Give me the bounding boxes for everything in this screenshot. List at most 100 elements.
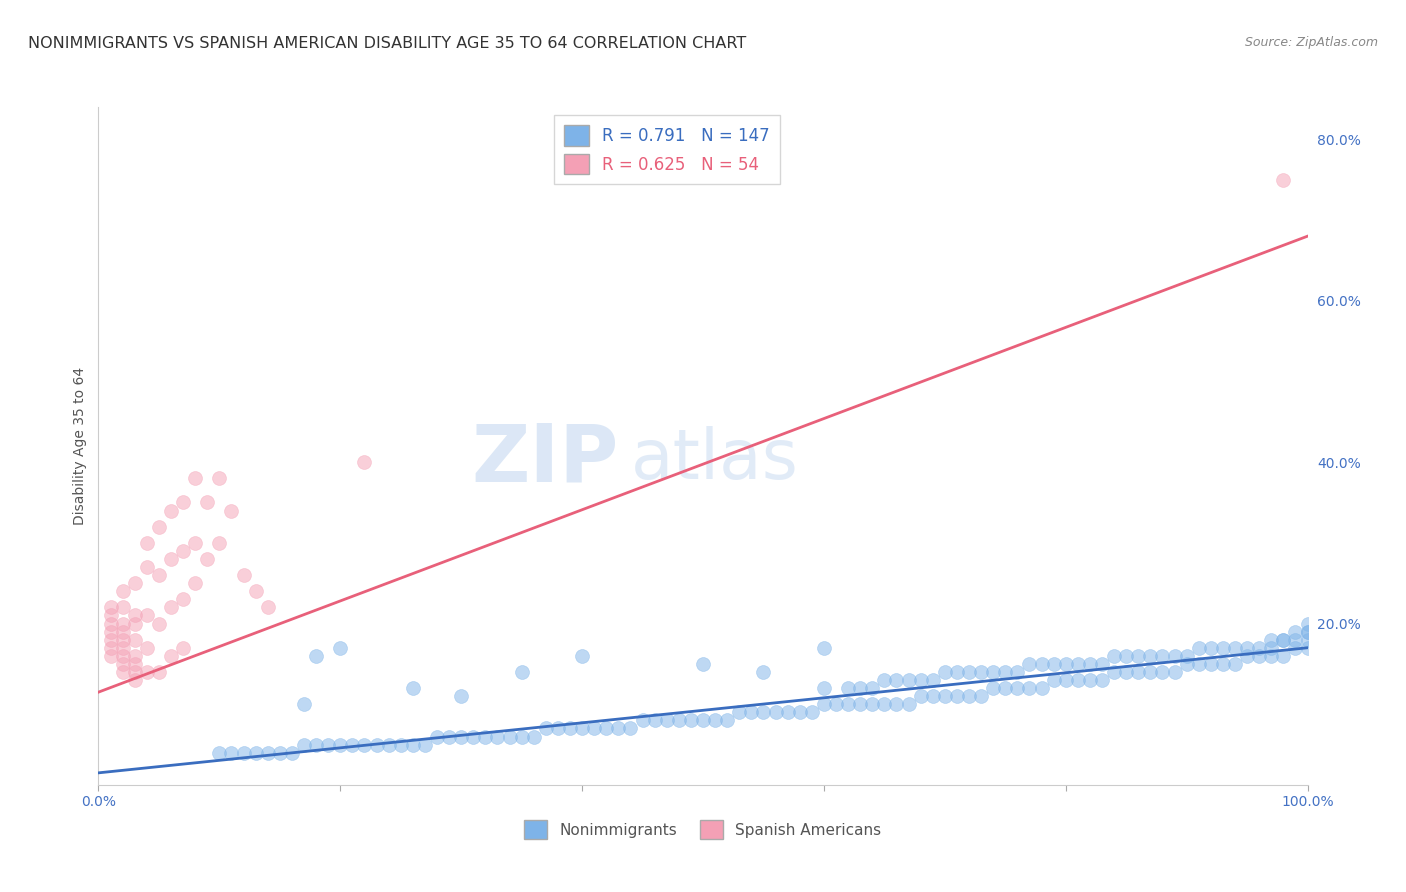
Point — [1091, 657, 1114, 671]
Point — [1260, 648, 1282, 663]
Point — [547, 722, 569, 736]
Point — [583, 722, 606, 736]
Point — [800, 706, 823, 720]
Point — [256, 746, 278, 760]
Point — [160, 503, 183, 517]
Point — [342, 738, 364, 752]
Point — [1128, 648, 1150, 663]
Point — [692, 714, 714, 728]
Point — [1296, 640, 1319, 655]
Text: Source: ZipAtlas.com: Source: ZipAtlas.com — [1244, 36, 1378, 49]
Point — [1175, 657, 1198, 671]
Text: ZIP: ZIP — [471, 420, 619, 499]
Point — [994, 665, 1017, 679]
Point — [1152, 648, 1174, 663]
Point — [886, 698, 908, 712]
Point — [100, 648, 122, 663]
Point — [111, 616, 134, 631]
Point — [1078, 673, 1101, 687]
Point — [897, 673, 920, 687]
Point — [135, 640, 157, 655]
Point — [111, 632, 134, 647]
Point — [837, 681, 859, 695]
Point — [1054, 657, 1077, 671]
Point — [946, 689, 969, 703]
Point — [305, 738, 328, 752]
Point — [1272, 648, 1295, 663]
Point — [148, 568, 170, 582]
Point — [789, 706, 811, 720]
Point — [100, 608, 122, 623]
Point — [1102, 648, 1125, 663]
Point — [124, 576, 146, 591]
Point — [1272, 632, 1295, 647]
Point — [1163, 665, 1185, 679]
Point — [510, 665, 533, 679]
Point — [1163, 648, 1185, 663]
Point — [221, 746, 243, 760]
Point — [1284, 624, 1306, 639]
Point — [981, 665, 1004, 679]
Point — [292, 698, 315, 712]
Point — [111, 665, 134, 679]
Point — [1284, 632, 1306, 647]
Point — [946, 665, 969, 679]
Point — [1223, 657, 1246, 671]
Point — [1042, 673, 1064, 687]
Point — [1284, 640, 1306, 655]
Point — [1007, 665, 1029, 679]
Point — [1175, 648, 1198, 663]
Point — [1091, 673, 1114, 687]
Point — [1260, 640, 1282, 655]
Point — [1115, 648, 1137, 663]
Point — [111, 648, 134, 663]
Point — [860, 681, 883, 695]
Point — [837, 698, 859, 712]
Point — [1067, 673, 1090, 687]
Point — [534, 722, 557, 736]
Point — [813, 640, 835, 655]
Point — [644, 714, 666, 728]
Point — [728, 706, 751, 720]
Point — [1188, 657, 1211, 671]
Point — [208, 536, 231, 550]
Point — [172, 592, 194, 607]
Point — [474, 730, 496, 744]
Point — [776, 706, 799, 720]
Point — [437, 730, 460, 744]
Point — [981, 681, 1004, 695]
Point — [281, 746, 304, 760]
Point — [1199, 657, 1222, 671]
Point — [1296, 632, 1319, 647]
Point — [692, 657, 714, 671]
Point — [1078, 657, 1101, 671]
Point — [631, 714, 654, 728]
Point — [1067, 657, 1090, 671]
Point — [124, 608, 146, 623]
Legend: Nonimmigrants, Spanish Americans: Nonimmigrants, Spanish Americans — [519, 814, 887, 845]
Point — [135, 665, 157, 679]
Point — [124, 665, 146, 679]
Point — [402, 681, 425, 695]
Point — [184, 536, 207, 550]
Point — [1272, 632, 1295, 647]
Point — [232, 568, 254, 582]
Point — [463, 730, 485, 744]
Point — [607, 722, 630, 736]
Point — [825, 698, 848, 712]
Point — [934, 665, 956, 679]
Point — [934, 689, 956, 703]
Point — [208, 471, 231, 485]
Point — [921, 689, 943, 703]
Point — [256, 600, 278, 615]
Point — [873, 673, 896, 687]
Point — [1031, 681, 1053, 695]
Point — [100, 640, 122, 655]
Point — [232, 746, 254, 760]
Point — [558, 722, 581, 736]
Point — [450, 689, 472, 703]
Point — [957, 689, 980, 703]
Point — [124, 616, 146, 631]
Point — [1199, 640, 1222, 655]
Point — [160, 648, 183, 663]
